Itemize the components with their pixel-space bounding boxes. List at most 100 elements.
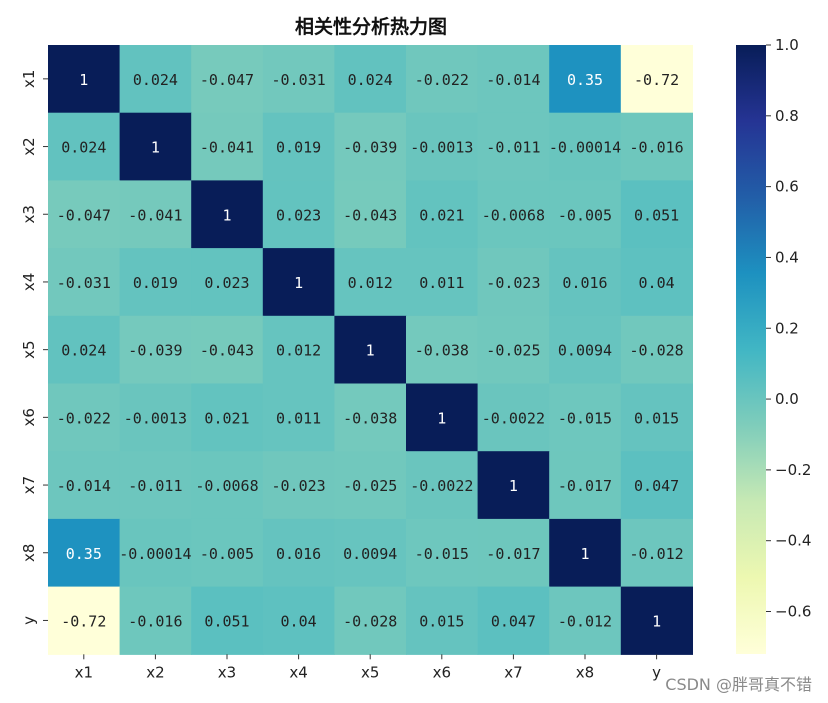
cell-annotation: 0.0094 <box>343 545 397 563</box>
y-tick-label: x1 <box>20 70 38 88</box>
heatmap-cell <box>119 112 192 181</box>
cell-annotation: 0.024 <box>348 71 393 89</box>
x-tick-label: x4 <box>289 663 307 681</box>
cell-annotation: 0.012 <box>348 274 393 292</box>
x-axis-ticks: x1 x2 x3 x4 x5 x6 x7 x8 y <box>75 654 661 681</box>
y-tick-label: x4 <box>20 273 38 291</box>
cell-annotation: 0.04 <box>281 612 317 630</box>
colorbar-tick-label: 0.4 <box>775 248 799 266</box>
cell-annotation: -0.0022 <box>410 477 473 495</box>
heatmap-cell <box>119 586 192 655</box>
cell-annotation: -0.72 <box>634 71 679 89</box>
cell-annotation: 0.015 <box>634 409 679 427</box>
colorbar-tick-label: −0.4 <box>775 532 811 550</box>
heatmap-cell <box>620 586 693 655</box>
heatmap-cell <box>477 180 550 249</box>
heatmap-cell <box>406 451 479 520</box>
cell-annotation: -0.038 <box>343 409 397 427</box>
x-tick-label: y <box>652 663 661 681</box>
y-tick-label: x7 <box>20 476 38 494</box>
cell-annotation: 0.051 <box>204 612 249 630</box>
heatmap-cell <box>477 45 550 114</box>
cell-annotation: 0.023 <box>204 274 249 292</box>
cell-annotation: -0.0068 <box>195 477 258 495</box>
cell-annotation: 0.021 <box>204 409 249 427</box>
heatmap-cell <box>549 248 622 317</box>
heatmap-cell <box>262 586 335 655</box>
cell-annotation: 0.024 <box>61 342 106 360</box>
heatmap-cell <box>48 45 121 114</box>
cell-annotation: -0.015 <box>558 409 612 427</box>
heatmap-cell <box>406 518 479 588</box>
cell-annotation: 1 <box>222 206 231 224</box>
cell-annotation: -0.039 <box>128 342 182 360</box>
heatmap-cell <box>406 383 479 452</box>
heatmap-cell <box>191 112 264 181</box>
cell-annotation: -0.041 <box>200 139 254 157</box>
heatmap-cell <box>119 451 192 520</box>
heatmap-cell <box>48 180 121 249</box>
heatmap-cell <box>620 180 693 249</box>
heatmap-cell <box>119 518 192 588</box>
heatmap-cell <box>549 451 622 520</box>
heatmap-cell <box>406 45 479 114</box>
heatmap-cell <box>334 112 407 181</box>
colorbar-tick-label: 0.8 <box>775 107 799 125</box>
cell-annotation: 0.051 <box>634 206 679 224</box>
cell-annotation: -0.028 <box>343 612 397 630</box>
cell-annotation: -0.025 <box>343 477 397 495</box>
heatmap-cell <box>48 248 121 317</box>
colorbar-tick-label: −0.6 <box>775 603 811 621</box>
heatmap-cell <box>334 518 407 588</box>
heatmap-cell <box>119 45 192 114</box>
cell-annotation: -0.00014 <box>549 139 621 157</box>
x-tick-label: x8 <box>576 663 594 681</box>
cell-annotation: -0.016 <box>630 139 684 157</box>
heatmap-cell <box>620 383 693 452</box>
cell-annotation: 1 <box>79 71 88 89</box>
heatmap-cell <box>477 586 550 655</box>
cell-annotation: 0.012 <box>276 342 321 360</box>
cell-annotation: 1 <box>366 342 375 360</box>
cell-annotation: -0.015 <box>415 545 469 563</box>
colorbar: 1.0 0.8 0.6 0.4 0.2 0.0 −0.2 −0.4 −0.6 <box>736 36 811 654</box>
chart-title: 相关性分析热力图 <box>295 15 447 38</box>
cell-annotation: 0.0094 <box>558 342 612 360</box>
heatmap-cell <box>334 45 407 114</box>
heatmap-cell <box>191 586 264 655</box>
cell-annotation: 0.019 <box>133 274 178 292</box>
heatmap-cells: 1 0.024 -0.047 -0.031 0.024 -0.022 -0.014 0.35-… <box>48 45 693 655</box>
cell-annotation: -0.012 <box>630 545 684 563</box>
cell-annotation: 0.024 <box>133 71 178 89</box>
cell-annotation: -0.047 <box>57 206 111 224</box>
heatmap-cell <box>406 112 479 181</box>
heatmap-cell <box>334 451 407 520</box>
heatmap-cell <box>549 518 622 588</box>
heatmap-cell <box>48 518 121 588</box>
heatmap-cell <box>334 383 407 452</box>
cell-annotation: -0.017 <box>558 477 612 495</box>
cell-annotation: -0.028 <box>630 342 684 360</box>
heatmap-cell <box>477 248 550 317</box>
heatmap-cell <box>334 586 407 655</box>
heatmap-cell <box>262 248 335 317</box>
cell-annotation: 0.024 <box>61 139 106 157</box>
heatmap-cell <box>191 45 264 114</box>
heatmap-cell <box>406 180 479 249</box>
heatmap-cell <box>191 451 264 520</box>
heatmap-cell <box>549 112 622 181</box>
heatmap-cell <box>191 383 264 452</box>
heatmap-cell <box>549 315 622 385</box>
cell-annotation: -0.038 <box>415 342 469 360</box>
y-tick-label: y <box>20 616 38 625</box>
heatmap-cell <box>620 45 693 114</box>
cell-annotation: -0.014 <box>486 71 540 89</box>
x-tick-label: x2 <box>146 663 164 681</box>
heatmap-cell <box>119 383 192 452</box>
heatmap-cell <box>262 315 335 385</box>
cell-annotation: 0.021 <box>419 206 464 224</box>
cell-annotation: 0.047 <box>634 477 679 495</box>
cell-annotation: -0.023 <box>272 477 326 495</box>
x-tick-label: x3 <box>218 663 236 681</box>
